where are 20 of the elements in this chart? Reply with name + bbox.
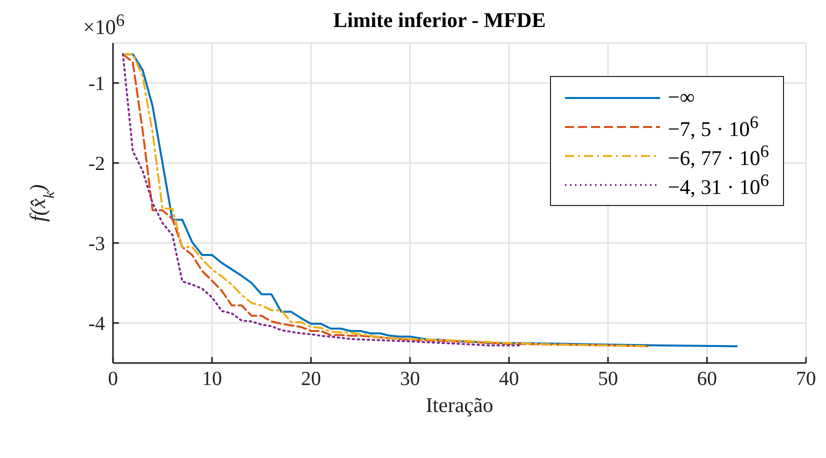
x-tick-label: 10: [202, 368, 222, 390]
legend-label: −7, 5 · 10$^{6}$: [668, 112, 758, 142]
y-tick-label: -3: [88, 233, 105, 256]
y-tick-label: -4: [88, 313, 105, 336]
y-tick-label: -2: [88, 153, 105, 176]
line-series: [122, 53, 520, 346]
text: ×10$^{6}$: [83, 10, 125, 39]
y-tick-label: -1: [88, 73, 105, 96]
chart-title: Limite inferior - MFDE: [333, 8, 546, 32]
legend-label: −6, 77 · 10$^{6}$: [668, 140, 769, 170]
x-tick-label: 50: [598, 368, 618, 390]
x-tick-label: 40: [499, 368, 519, 390]
x-axis-title: Iteração: [426, 392, 494, 417]
x-tick-label: 20: [301, 368, 321, 390]
legend-label: −4, 31 · 10$^{6}$: [668, 170, 769, 200]
legend-label: −∞: [668, 85, 695, 110]
x-tick-label: 0: [108, 368, 118, 390]
x-tick-label: 60: [697, 368, 717, 390]
x-tick-label: 30: [400, 368, 420, 390]
x-tick-label: 70: [796, 368, 816, 390]
